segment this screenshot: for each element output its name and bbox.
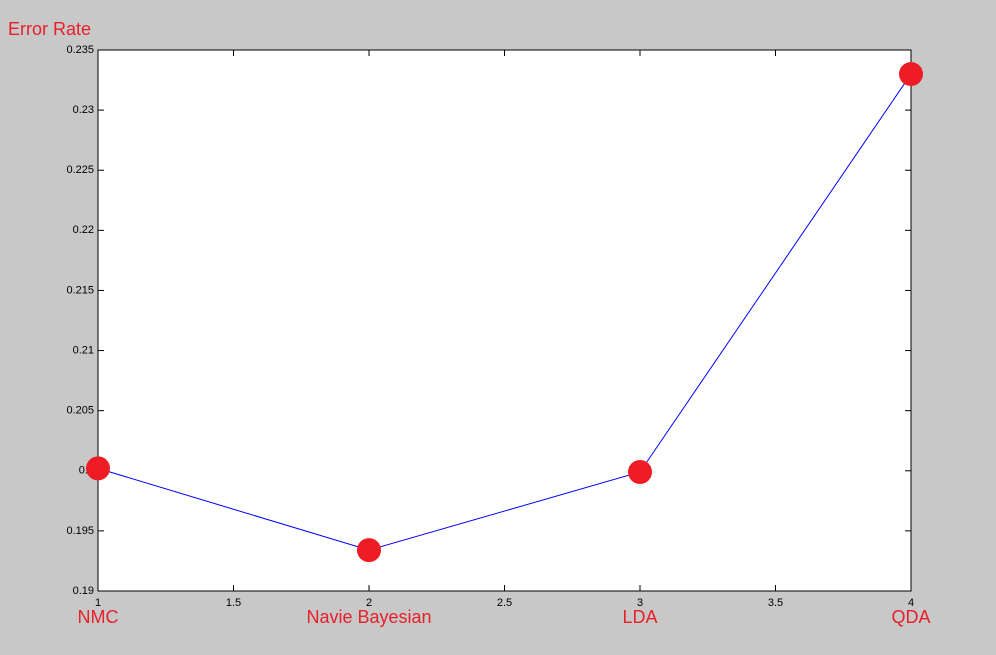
category-label: LDA [622,607,657,627]
y-tick-label: 0.235 [66,44,94,56]
y-tick-label: 0.23 [73,104,94,116]
x-tick-label: 1 [95,597,101,609]
y-tick-label: 0.215 [66,284,94,296]
marker [628,459,652,484]
category-label: NMC [78,607,119,627]
series-line [97,73,912,551]
x-tick-label: 2.5 [497,597,512,609]
x-tick-label: 4 [908,597,914,609]
y-tick-label: 0.21 [73,344,94,356]
marker [899,62,923,87]
y-tick-label: 0.19 [73,585,94,597]
x-tick-label: 2 [366,597,372,609]
x-tick-label: 3.5 [768,597,783,609]
x-tick-label: 1.5 [226,597,241,609]
plot-area [97,49,912,592]
y-axis-label: Error Rate [8,19,91,39]
category-label: QDA [891,607,930,627]
y-tick-label: 0.205 [66,405,94,417]
category-label: Navie Bayesian [306,607,431,627]
y-tick-label: 0.195 [66,525,94,537]
y-tick-label: 0.22 [73,224,94,236]
x-tick-label: 3 [637,597,643,609]
marker [86,456,110,481]
marker [357,538,381,563]
y-tick-label: 0.225 [66,164,94,176]
